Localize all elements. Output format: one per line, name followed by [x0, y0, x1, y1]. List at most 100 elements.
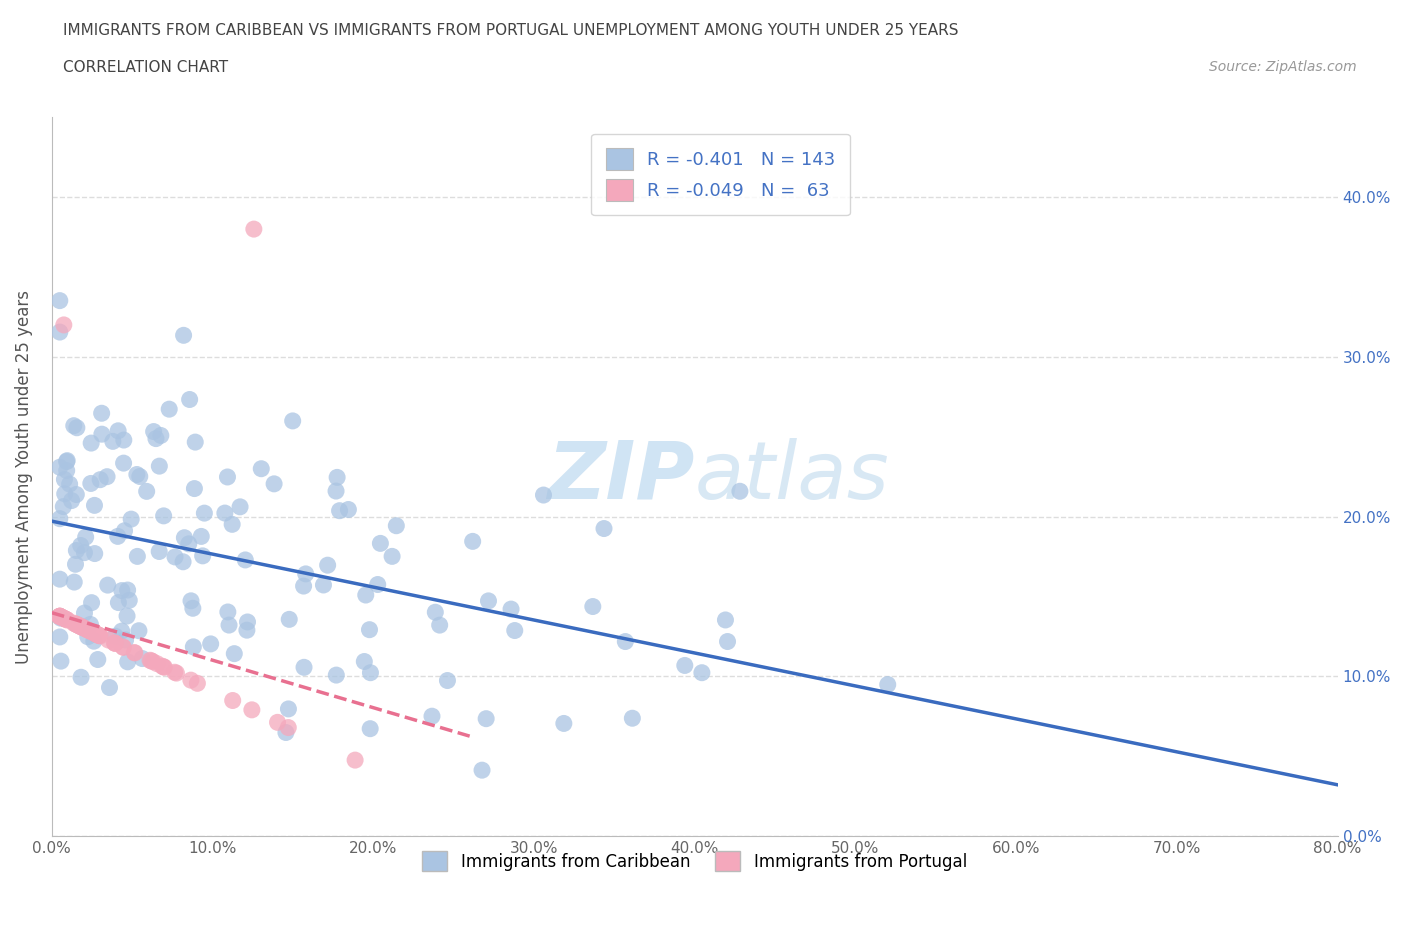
Point: [59, 477, 82, 492]
Point: [370, 536, 392, 551]
Point: [65, 617, 87, 631]
Point: [191, 549, 214, 564]
Point: [152, 659, 174, 674]
Point: [359, 665, 381, 680]
Point: [49, 630, 72, 644]
Point: [65, 543, 87, 558]
Point: [475, 711, 498, 726]
Point: [112, 432, 135, 447]
Point: [49, 609, 72, 624]
Point: [325, 668, 347, 683]
Point: [179, 392, 201, 407]
Point: [277, 720, 299, 735]
Point: [73, 545, 96, 560]
Point: [69, 618, 91, 633]
Point: [165, 666, 187, 681]
Point: [224, 646, 246, 661]
Point: [621, 711, 644, 725]
Point: [83, 633, 105, 648]
Point: [292, 578, 315, 593]
Point: [76, 622, 98, 637]
Point: [385, 518, 408, 533]
Point: [553, 716, 575, 731]
Text: IMMIGRANTS FROM CARIBBEAN VS IMMIGRANTS FROM PORTUGAL UNEMPLOYMENT AMONG YOUTH U: IMMIGRANTS FROM CARIBBEAN VS IMMIGRANTS …: [63, 23, 959, 38]
Point: [120, 512, 142, 526]
Point: [125, 467, 148, 482]
Text: CORRELATION CHART: CORRELATION CHART: [63, 60, 228, 75]
Point: [728, 484, 751, 498]
Point: [80, 476, 103, 491]
Point: [690, 665, 713, 680]
Point: [152, 509, 174, 524]
Point: [107, 595, 129, 610]
Point: [316, 558, 339, 573]
Point: [716, 634, 738, 649]
Point: [53, 486, 76, 501]
Point: [111, 583, 134, 598]
Point: [477, 593, 499, 608]
Point: [142, 654, 165, 669]
Point: [96, 470, 118, 485]
Point: [49, 512, 72, 526]
Point: [173, 328, 195, 343]
Point: [181, 601, 204, 616]
Text: atlas: atlas: [695, 438, 890, 515]
Point: [149, 428, 172, 443]
Point: [359, 722, 381, 737]
Point: [353, 654, 375, 669]
Text: ZIP: ZIP: [547, 438, 695, 515]
Point: [186, 676, 208, 691]
Point: [49, 609, 72, 624]
Point: [294, 566, 316, 581]
Point: [52, 611, 75, 626]
Point: [72, 620, 94, 635]
Point: [97, 578, 120, 592]
Point: [49, 609, 72, 624]
Point: [104, 629, 127, 644]
Point: [80, 435, 103, 450]
Point: [112, 640, 135, 655]
Point: [876, 677, 898, 692]
Point: [63, 616, 86, 631]
Point: [82, 625, 104, 640]
Point: [337, 502, 360, 517]
Point: [49, 325, 72, 339]
Point: [98, 680, 121, 695]
Point: [420, 709, 443, 724]
Point: [65, 557, 87, 572]
Point: [148, 544, 170, 559]
Point: [163, 550, 186, 565]
Point: [236, 615, 259, 630]
Point: [72, 620, 94, 635]
Point: [49, 654, 72, 669]
Point: [75, 530, 97, 545]
Point: [53, 611, 76, 626]
Point: [183, 640, 205, 655]
Point: [436, 673, 458, 688]
Point: [79, 617, 101, 631]
Point: [218, 618, 240, 632]
Point: [62, 418, 84, 433]
Point: [49, 609, 72, 624]
Point: [503, 623, 526, 638]
Point: [97, 632, 120, 647]
Point: [359, 622, 381, 637]
Point: [89, 629, 111, 644]
Point: [56, 453, 79, 468]
Point: [49, 609, 72, 624]
Point: [80, 595, 103, 610]
Point: [183, 481, 205, 496]
Point: [193, 506, 215, 521]
Point: [86, 628, 108, 643]
Point: [177, 537, 200, 551]
Point: [69, 618, 91, 633]
Point: [124, 645, 146, 660]
Point: [240, 702, 263, 717]
Point: [73, 605, 96, 620]
Point: [135, 484, 157, 498]
Point: [582, 599, 605, 614]
Point: [124, 645, 146, 660]
Point: [128, 623, 150, 638]
Point: [49, 609, 72, 624]
Point: [90, 405, 112, 420]
